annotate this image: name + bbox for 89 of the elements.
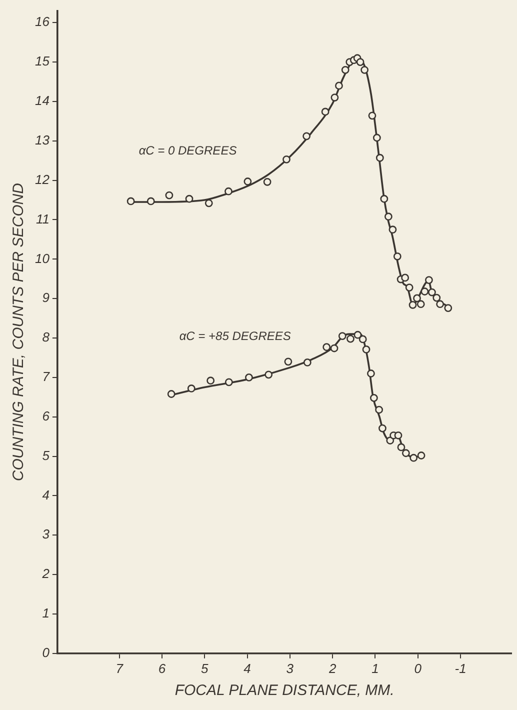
point	[397, 443, 406, 452]
y-tick-label: 0	[42, 645, 50, 660]
y-tick-label: 10	[34, 250, 50, 266]
y-tick-label: 5	[42, 448, 50, 463]
y-tick-label: 14	[34, 93, 50, 108]
point	[402, 449, 410, 458]
x-tick-label: 4	[244, 660, 251, 676]
point	[146, 197, 155, 206]
y-tick-label: 16	[34, 14, 50, 30]
point	[416, 300, 425, 308]
point	[282, 155, 290, 164]
point	[401, 274, 410, 282]
point	[393, 252, 402, 260]
y-tick-label: 1	[42, 606, 50, 621]
point	[284, 358, 292, 366]
point	[126, 197, 135, 206]
point	[356, 58, 364, 66]
point	[354, 330, 362, 339]
point	[185, 194, 194, 203]
point	[375, 406, 384, 414]
y-tick-label: 9	[42, 290, 50, 306]
x-tick-label: 2	[328, 660, 337, 676]
point	[370, 394, 378, 402]
point	[264, 370, 273, 379]
y-tick-label: 2	[41, 566, 50, 582]
point	[224, 378, 233, 386]
point	[420, 288, 429, 296]
point	[405, 284, 414, 292]
y-tick-label: 3	[42, 526, 50, 542]
point	[368, 112, 376, 120]
y-tick-label: 4	[42, 487, 50, 502]
point	[204, 199, 213, 208]
point	[378, 424, 386, 432]
point	[394, 431, 402, 440]
point	[388, 226, 397, 234]
x-tick-label: 5	[200, 660, 209, 676]
point	[165, 191, 174, 200]
x-tick-label: 7	[116, 660, 124, 676]
point	[330, 94, 339, 102]
x-tick-label: 0	[414, 660, 422, 676]
point	[376, 154, 384, 162]
point	[432, 294, 441, 302]
series-label: αC = 0 DEGREES	[138, 144, 237, 158]
point	[417, 452, 426, 460]
point	[428, 288, 436, 296]
series-label: αC = +85 DEGREES	[179, 328, 291, 343]
y-tick-label: 7	[42, 369, 50, 384]
point	[206, 376, 215, 385]
x-tick-label: 1	[372, 660, 379, 676]
point	[358, 335, 367, 344]
point	[408, 300, 417, 309]
point	[338, 332, 346, 340]
point	[263, 178, 272, 186]
point	[335, 82, 343, 90]
y-tick-label: 13	[34, 132, 50, 148]
x-axis-title: FOCAL PLANE DISTANCE, MM.	[174, 682, 394, 700]
y-tick-label: 12	[34, 172, 50, 187]
point	[380, 194, 388, 203]
point	[444, 304, 452, 312]
point	[360, 66, 368, 74]
y-axis-title: COUNTING RATE, COUNTS PER SECOND	[10, 182, 28, 482]
point	[167, 390, 176, 398]
point	[330, 344, 338, 352]
y-tick-label: 6	[42, 408, 50, 424]
x-tick-label: 3	[286, 660, 294, 676]
y-tick-label: 11	[36, 211, 50, 226]
point	[322, 343, 331, 352]
point	[367, 370, 375, 378]
y-tick-label: 15	[34, 54, 50, 69]
point	[384, 212, 392, 221]
point	[372, 134, 381, 142]
point	[302, 132, 310, 140]
point	[341, 66, 350, 74]
point	[303, 358, 312, 366]
point	[321, 108, 330, 116]
point	[187, 384, 196, 392]
point	[413, 294, 421, 302]
point	[386, 436, 394, 444]
x-tick-label: -1	[454, 660, 466, 676]
point	[245, 373, 253, 382]
point	[346, 334, 354, 343]
point	[436, 300, 444, 308]
x-tick-label: 6	[158, 660, 166, 676]
point	[362, 345, 370, 354]
point	[224, 187, 232, 196]
point	[244, 178, 252, 186]
point	[425, 276, 433, 284]
point	[410, 454, 418, 462]
y-tick-label: 8	[42, 330, 50, 345]
